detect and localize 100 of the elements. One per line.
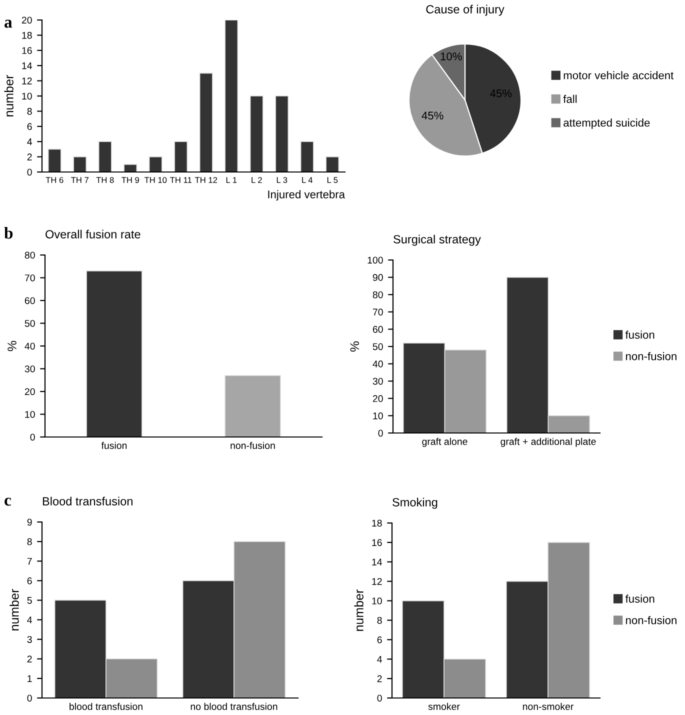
legend-label: fall	[563, 94, 577, 103]
y-axis-title: number	[354, 590, 364, 631]
x-tick-label: TH 6	[46, 177, 64, 183]
text: b	[4, 227, 13, 239]
y-tick-label: 20	[22, 16, 32, 24]
y-tick-label: 14	[22, 62, 32, 70]
y-tick-label: 30	[24, 365, 35, 372]
chart-title: Overall fusion rate	[46, 230, 140, 238]
y-tick-label: 30	[372, 378, 383, 385]
legend-label: non-fusion	[626, 616, 676, 624]
y-tick-label: 16	[372, 539, 382, 546]
x-tick-label: L 3	[276, 177, 288, 183]
x-tick-label: L 5	[327, 177, 338, 183]
y-tick-label: 80	[24, 252, 35, 259]
y-tick-label: 14	[372, 558, 382, 566]
y-tick-label: 40	[24, 342, 35, 350]
y-tick-label: 7	[27, 558, 32, 565]
y-tick-label: 6	[27, 577, 32, 584]
chart-title: Cause of injury	[426, 4, 504, 16]
x-tick-label: TH 9	[122, 177, 140, 183]
y-tick-label: 50	[372, 343, 383, 350]
y-tick-label: 2	[377, 675, 382, 682]
y-tick-label: 20	[372, 395, 383, 402]
bar	[124, 164, 138, 172]
x-tick-label: TH 8	[96, 177, 114, 183]
bar	[250, 96, 264, 172]
y-tick-label: 0	[27, 168, 32, 176]
y-tick-label: 6	[27, 123, 32, 130]
legend-label: fusion	[625, 594, 654, 603]
y-tick-label: 10	[373, 412, 383, 420]
y-tick-label: 9	[27, 518, 32, 526]
bar	[73, 156, 87, 172]
y-tick-label: 0	[27, 694, 32, 702]
y-tick-label: 3	[27, 636, 32, 643]
x-tick-label: L 2	[252, 177, 262, 183]
legend-label: motor vehicle accident	[564, 71, 674, 80]
y-tick-label: 6	[377, 636, 382, 644]
y-tick-label: 2	[27, 656, 32, 662]
y-tick-label: 70	[372, 308, 383, 316]
x-tick-label: TH 12	[194, 177, 218, 183]
bar	[48, 148, 62, 172]
y-tick-label: 2	[27, 154, 32, 160]
y-tick-label: 10	[372, 598, 382, 604]
bar	[199, 72, 213, 172]
legend-label: attempted suicide	[564, 118, 650, 129]
y-tick-label: 10	[25, 410, 35, 418]
x-tick-label: graft alone	[422, 438, 468, 447]
x-tick-label: graft + additional plate	[500, 438, 596, 447]
y-tick-label: 18	[22, 32, 32, 39]
y-tick-label: 18	[372, 520, 382, 527]
x-tick-label: non-smoker	[522, 702, 574, 710]
chart-title: Smoking	[392, 498, 438, 509]
y-tick-label: 12	[372, 578, 382, 585]
y-tick-label: 80	[372, 291, 383, 298]
chart-title: Surgical strategy	[394, 234, 481, 246]
y-axis-title: %	[350, 341, 359, 352]
y-tick-label: 60	[372, 326, 383, 333]
y-tick-label: 0	[378, 430, 383, 437]
y-tick-label: 0	[377, 694, 382, 702]
x-tick-label: TH 10	[144, 177, 167, 183]
bar	[300, 141, 314, 172]
y-tick-label: 0	[30, 434, 35, 441]
x-tick-label: L 4	[302, 177, 313, 183]
y-axis-title: number	[4, 75, 14, 116]
x-tick-label: non-fusion	[230, 442, 275, 449]
y-tick-label: 20	[24, 388, 35, 396]
y-tick-label: 16	[22, 47, 32, 54]
data-label: 10%	[440, 52, 462, 60]
legend-label: non-fusion	[626, 352, 676, 360]
y-tick-label: 5	[27, 597, 32, 604]
x-tick-label: fusion	[101, 442, 127, 449]
y-tick-label: 60	[24, 297, 35, 304]
y-tick-label: 70	[24, 274, 35, 282]
chart-title: Blood transfusion	[42, 496, 132, 506]
legend-label: fusion	[625, 330, 654, 339]
x-tick-label: TH 11	[170, 177, 192, 183]
bar	[326, 156, 340, 172]
x-tick-label: blood transfusion	[70, 702, 142, 710]
x-tick-label: TH 7	[71, 177, 88, 183]
x-tick-label: L 1	[226, 177, 237, 183]
bar	[174, 141, 188, 172]
y-tick-label: 4	[27, 138, 32, 146]
y-axis-title: number	[10, 589, 19, 630]
y-tick-label: 1	[28, 675, 32, 682]
bar	[275, 96, 289, 172]
y-tick-label: 50	[24, 320, 35, 327]
y-tick-label: 4	[377, 656, 382, 663]
y-tick-label: 8	[377, 616, 382, 624]
x-tick-label: no blood transfusion	[190, 702, 278, 710]
y-tick-label: 10	[22, 92, 32, 100]
bar	[224, 20, 238, 172]
y-tick-label: 8	[27, 538, 32, 546]
text: a	[4, 20, 12, 28]
data-label: 45%	[422, 112, 444, 120]
bar	[148, 156, 162, 172]
bar	[98, 141, 112, 172]
y-tick-label: 100	[368, 256, 383, 264]
y-axis-title: %	[8, 340, 16, 352]
y-tick-label: 12	[22, 78, 32, 84]
y-tick-label: 40	[372, 360, 383, 368]
